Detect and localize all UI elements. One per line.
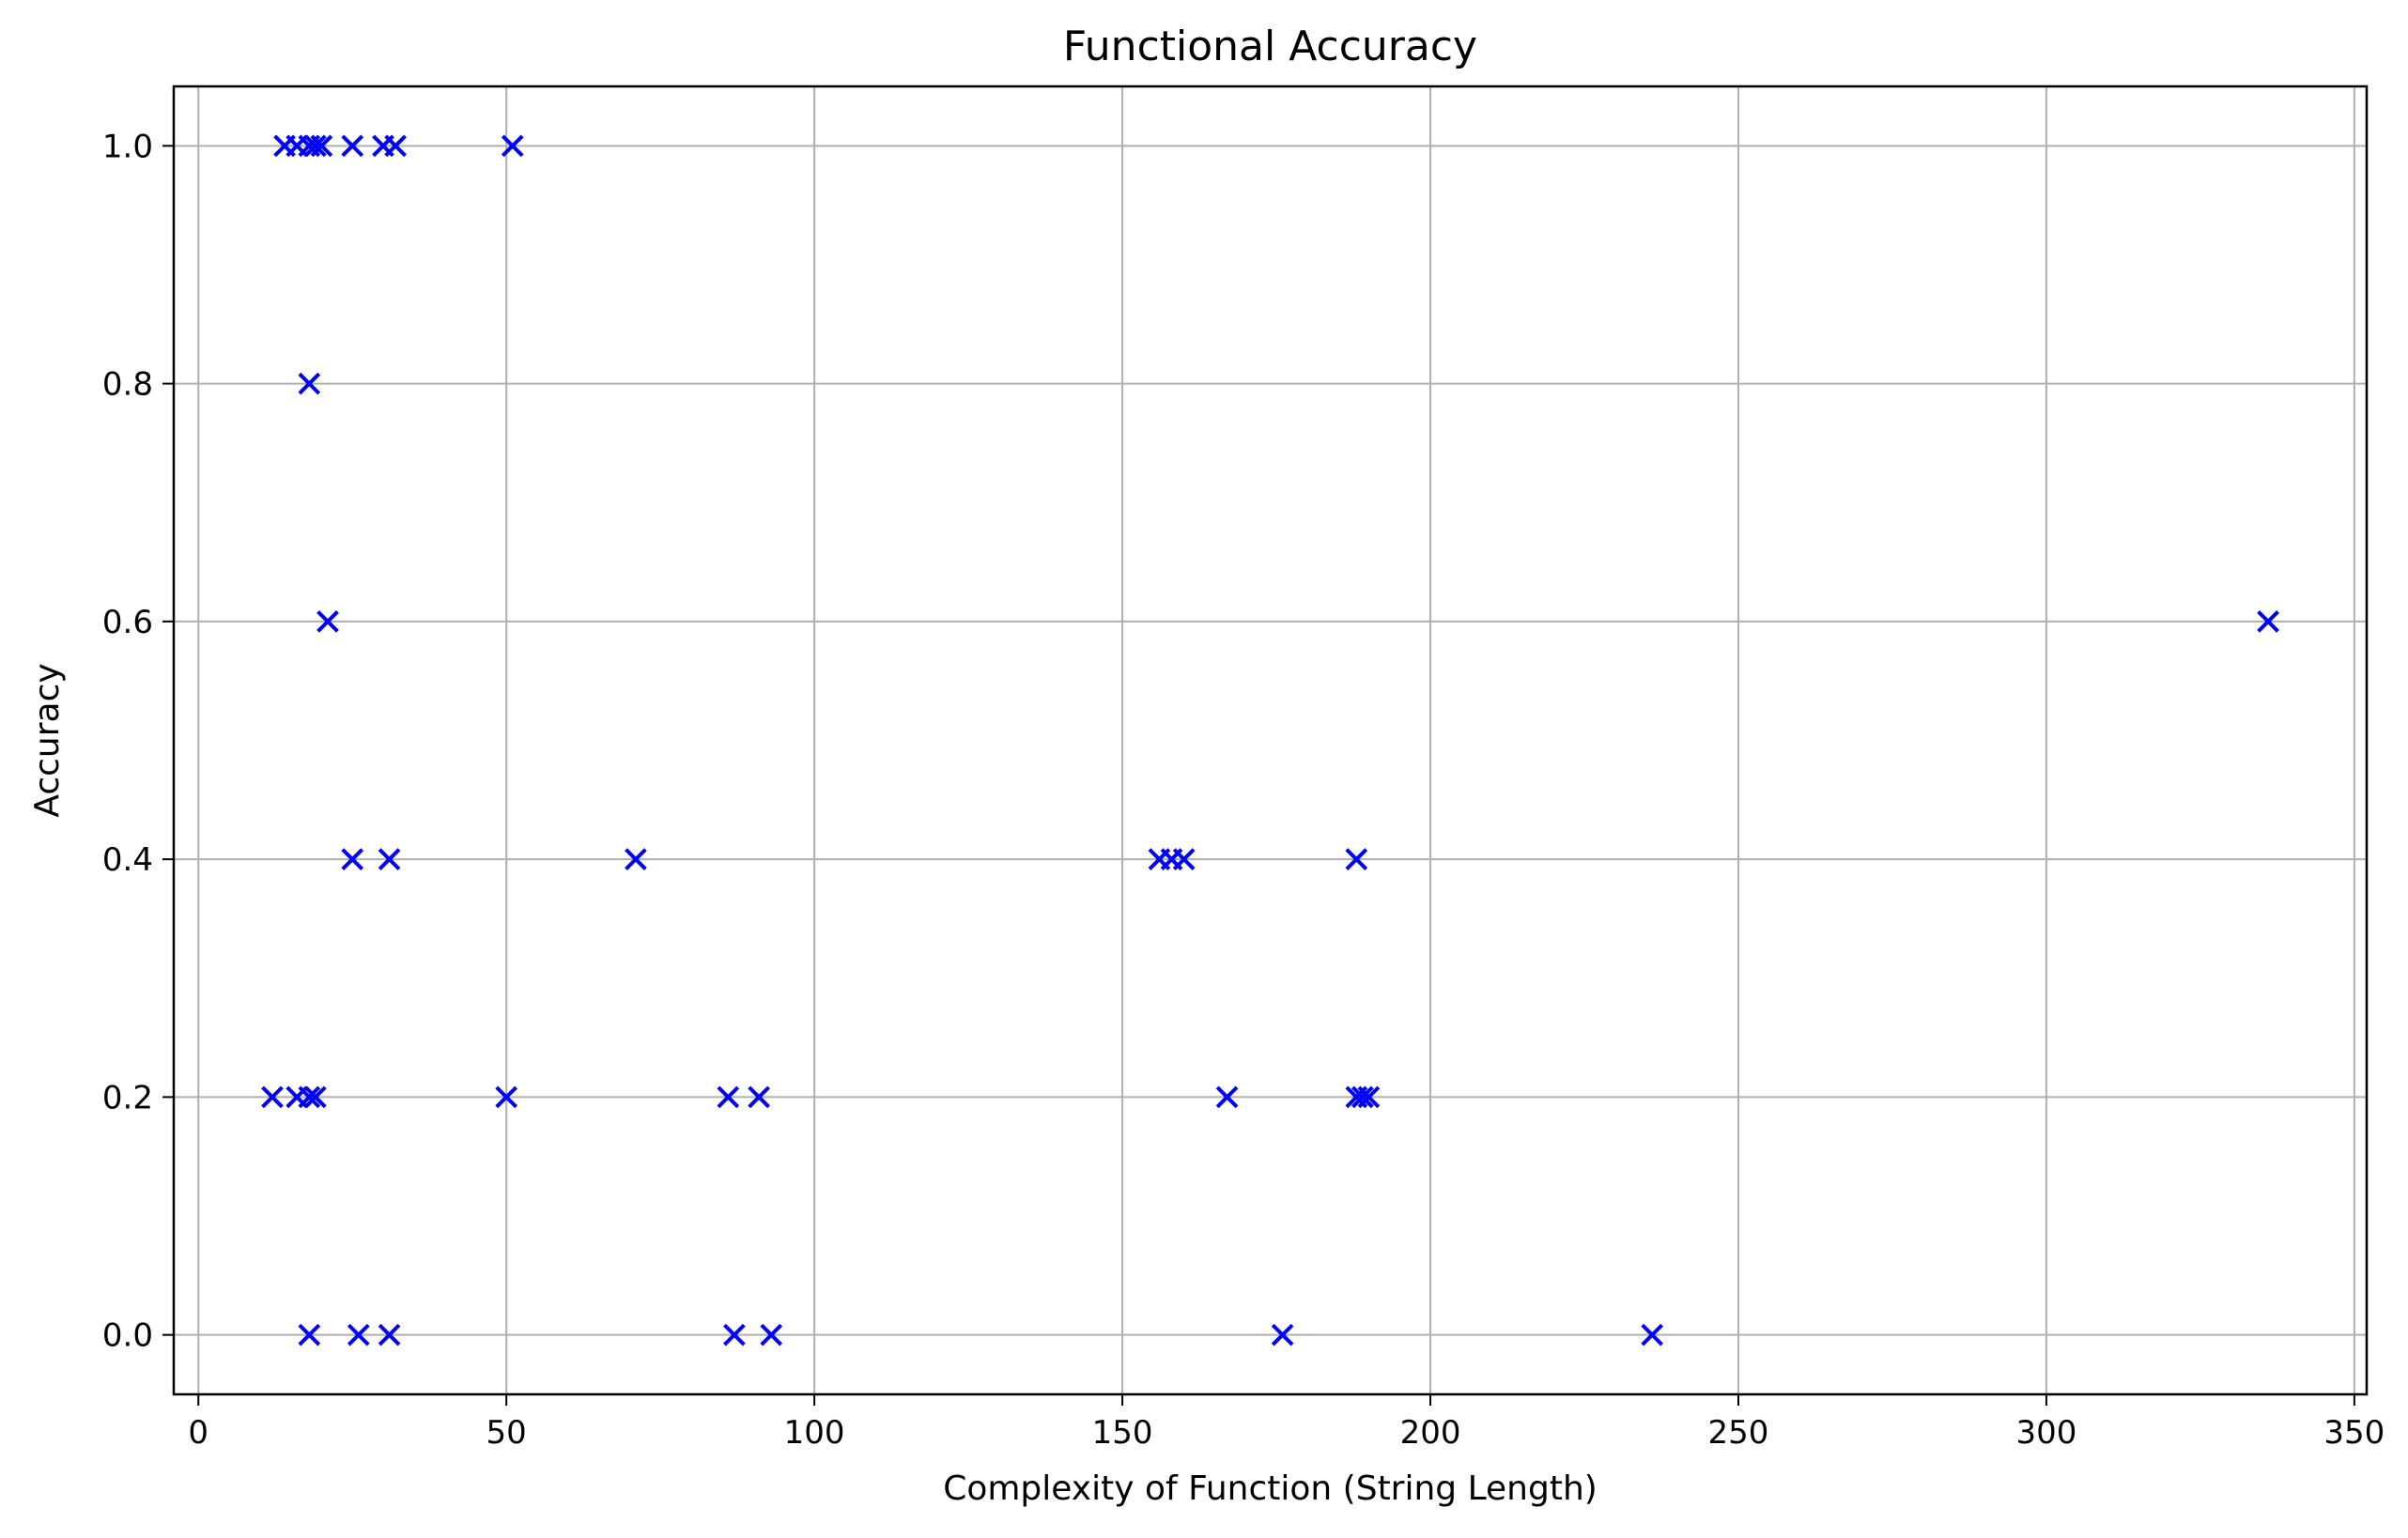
- y-tick-label: 0.4: [102, 841, 153, 879]
- data-point: [261, 1085, 284, 1109]
- y-tick-label: 0.0: [102, 1317, 153, 1355]
- y-tick-label: 0.8: [102, 366, 153, 404]
- x-tick-label: 300: [2015, 1414, 2076, 1452]
- data-point: [1271, 1323, 1294, 1346]
- plot-frame: [172, 85, 2369, 1396]
- data-points: [261, 134, 2279, 1346]
- data-point: [1345, 848, 1368, 870]
- data-point: [717, 1085, 740, 1109]
- data-point: [341, 134, 364, 158]
- y-axis-label: Accuracy: [28, 663, 67, 817]
- data-point: [310, 134, 333, 158]
- data-point: [1357, 1085, 1381, 1109]
- data-point: [298, 1085, 321, 1109]
- data-point: [1351, 1085, 1374, 1109]
- data-point: [625, 848, 647, 870]
- x-tick-label: 150: [1092, 1414, 1153, 1452]
- data-point: [760, 1323, 783, 1346]
- axis-ticks: 0 50 100 150 200 250 300 350 0.0 0.2 0.4 0.6 0.8 1.0: [102, 128, 2385, 1452]
- y-tick-label: 0.2: [102, 1079, 153, 1116]
- x-tick-label: 0: [188, 1414, 208, 1452]
- grid-lines: [174, 86, 2367, 1394]
- data-point: [1641, 1323, 1663, 1346]
- y-tick-label: 1.0: [102, 128, 153, 165]
- data-point: [378, 1323, 401, 1346]
- data-point: [1172, 848, 1196, 870]
- data-point: [495, 1085, 518, 1109]
- data-point: [298, 1323, 321, 1346]
- y-tick-label: 0.6: [102, 604, 153, 641]
- x-tick-label: 200: [1400, 1414, 1461, 1452]
- data-point: [304, 134, 327, 158]
- data-point: [723, 1323, 746, 1346]
- chart-title: Functional Accuracy: [1063, 23, 1477, 70]
- data-point: [304, 1085, 327, 1109]
- x-tick-label: 350: [2323, 1414, 2385, 1452]
- data-point: [384, 134, 407, 158]
- data-point: [378, 848, 401, 870]
- x-tick-label: 250: [1708, 1414, 1769, 1452]
- x-tick-label: 50: [486, 1414, 527, 1452]
- data-point: [298, 372, 321, 395]
- data-point: [316, 610, 339, 633]
- data-point: [501, 134, 524, 158]
- x-tick-label: 100: [784, 1414, 845, 1452]
- x-axis-label: Complexity of Function (String Length): [943, 1469, 1598, 1508]
- data-point: [347, 1323, 370, 1346]
- data-point: [748, 1085, 770, 1109]
- data-point: [341, 848, 364, 870]
- data-point: [1215, 1085, 1239, 1109]
- data-point: [2257, 610, 2279, 633]
